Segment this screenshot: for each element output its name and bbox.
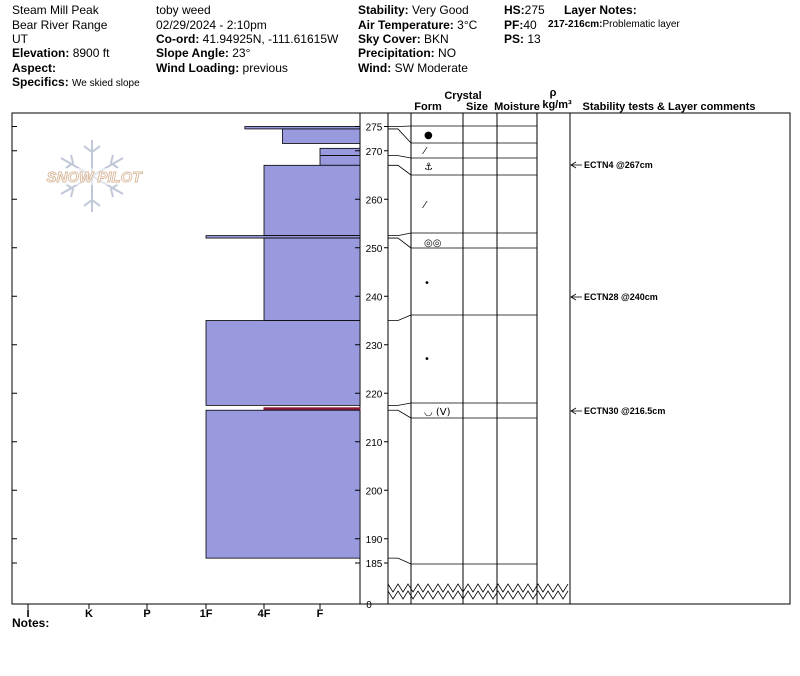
air-temperature: Air Temperature: 3°C <box>358 18 478 32</box>
stability-test-label: ECTN30 @216.5cm <box>584 406 665 416</box>
layer-connector <box>388 402 412 406</box>
layer-note: 217-216cm:Problematic layer <box>548 19 680 30</box>
layer-connector <box>388 164 412 176</box>
hardness-tick-label: K <box>85 608 93 620</box>
elevation: Elevation: 8900 ft <box>12 46 110 60</box>
depth-tick-label: 220 <box>366 389 383 400</box>
hardness-layer-bar <box>263 164 361 237</box>
hardness-tick-label: 4F <box>258 608 271 620</box>
col-crystal: Crystal <box>444 90 481 102</box>
layer-connector <box>388 125 412 127</box>
depth-tick-label: 240 <box>366 292 383 303</box>
wind-loading: Wind Loading: previous <box>156 61 288 75</box>
state: UT <box>12 32 28 46</box>
col-moisture: Moisture <box>494 101 540 113</box>
depth-tick-label: 250 <box>366 244 383 255</box>
precipitation: Precipitation: NO <box>358 46 457 60</box>
grain-form-symbol: ⁄ <box>422 146 428 157</box>
hardness-tick-label: 1F <box>200 608 213 620</box>
datetime: 02/29/2024 - 2:10pm <box>156 18 267 32</box>
stability-test-label: ECTN4 @267cm <box>584 160 653 170</box>
logo-text: SNOW PILOT <box>47 169 144 186</box>
depth-break-zigzag <box>387 590 569 600</box>
aspect: Aspect: <box>12 61 57 75</box>
depth-tick-label: 185 <box>366 559 383 570</box>
col-density-unit: kg/m³ <box>542 99 572 111</box>
stability-test-label: ECTN28 @240cm <box>584 292 658 302</box>
col-rho: ρ <box>550 87 557 99</box>
location: Steam Mill Peak <box>12 3 99 17</box>
depth-tick-label: 210 <box>366 438 383 449</box>
hs: HS:275 <box>504 3 545 17</box>
layer-connector <box>388 232 412 237</box>
hardness-layer-bar <box>205 320 361 406</box>
layer-connector <box>388 237 412 249</box>
depth-tick-label: 270 <box>366 147 383 158</box>
coordinates: Co-ord: 41.94925N, -111.61615W <box>156 32 339 46</box>
arrow-icon <box>570 161 577 169</box>
specifics: Specifics: We skied slope <box>12 75 140 89</box>
snow-pilot-logo: SNOW PILOT <box>35 140 155 212</box>
col-form: Form <box>414 101 442 113</box>
hardness-layer-bar <box>205 409 361 559</box>
col-comments: Stability tests & Layer comments <box>582 101 755 113</box>
depth-zero-label: 0 <box>366 600 372 611</box>
depth-tick-label: 275 <box>366 123 383 134</box>
notes-label: Notes: <box>12 616 50 630</box>
observer: toby weed <box>156 3 211 17</box>
pf: PF:40 <box>504 18 537 32</box>
depth-tick-label: 260 <box>366 195 383 206</box>
arrow-icon <box>570 407 577 415</box>
layer-connector <box>388 314 412 321</box>
sky-cover: Sky Cover: BKN <box>358 32 449 46</box>
crystal-table <box>360 112 791 605</box>
grain-form-symbol: • <box>424 278 430 289</box>
hardness-layer-bar <box>319 147 361 156</box>
depth-tick-label: 190 <box>366 535 383 546</box>
grain-form-symbol: ● <box>424 130 433 141</box>
grain-form-symbol: ◡ (V) <box>424 407 451 418</box>
slope-angle: Slope Angle: 23° <box>156 46 251 60</box>
grain-form-symbol: ⁄ <box>422 200 428 211</box>
hardness-layer-bar <box>282 128 361 144</box>
depth-tick-label: 230 <box>366 341 383 352</box>
grain-form-symbol: • <box>424 354 430 365</box>
layer-connector <box>388 128 412 144</box>
depth-break-zigzag <box>387 583 569 593</box>
stability: Stability: Very Good <box>358 3 469 17</box>
wind: Wind: SW Moderate <box>358 61 468 75</box>
layer-notes-title: Layer Notes: <box>564 3 637 17</box>
grain-form-symbol: ⚓ <box>424 162 433 173</box>
layer-connector <box>388 409 412 419</box>
range: Bear River Range <box>12 18 108 32</box>
depth-tick-label: 200 <box>366 486 383 497</box>
hardness-tick-label: P <box>143 608 150 620</box>
layer-connector <box>388 557 412 565</box>
arrow-icon <box>570 293 577 301</box>
hardness-tick-label: I <box>26 608 29 620</box>
grain-form-symbol: ◎◎ <box>424 238 441 249</box>
col-size: Size <box>466 101 488 113</box>
ps: PS: 13 <box>504 32 541 46</box>
layer-connector <box>388 155 412 159</box>
hardness-layer-bar <box>263 237 361 321</box>
hardness-tick-label: F <box>317 608 324 620</box>
hardness-layer-bar <box>319 155 361 166</box>
